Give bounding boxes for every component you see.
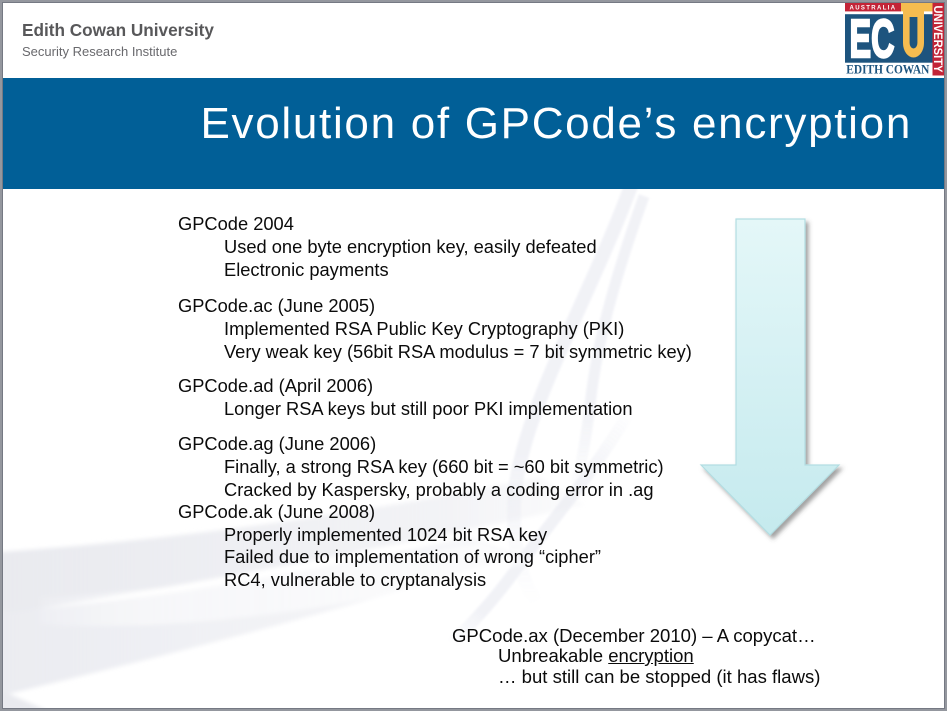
svg-text:EDITH COWAN: EDITH COWAN <box>846 63 929 77</box>
svg-text:AUSTRALIA: AUSTRALIA <box>850 4 897 11</box>
svg-text:UNIVERSITY: UNIVERSITY <box>931 6 943 73</box>
svg-text:EC: EC <box>850 9 895 69</box>
